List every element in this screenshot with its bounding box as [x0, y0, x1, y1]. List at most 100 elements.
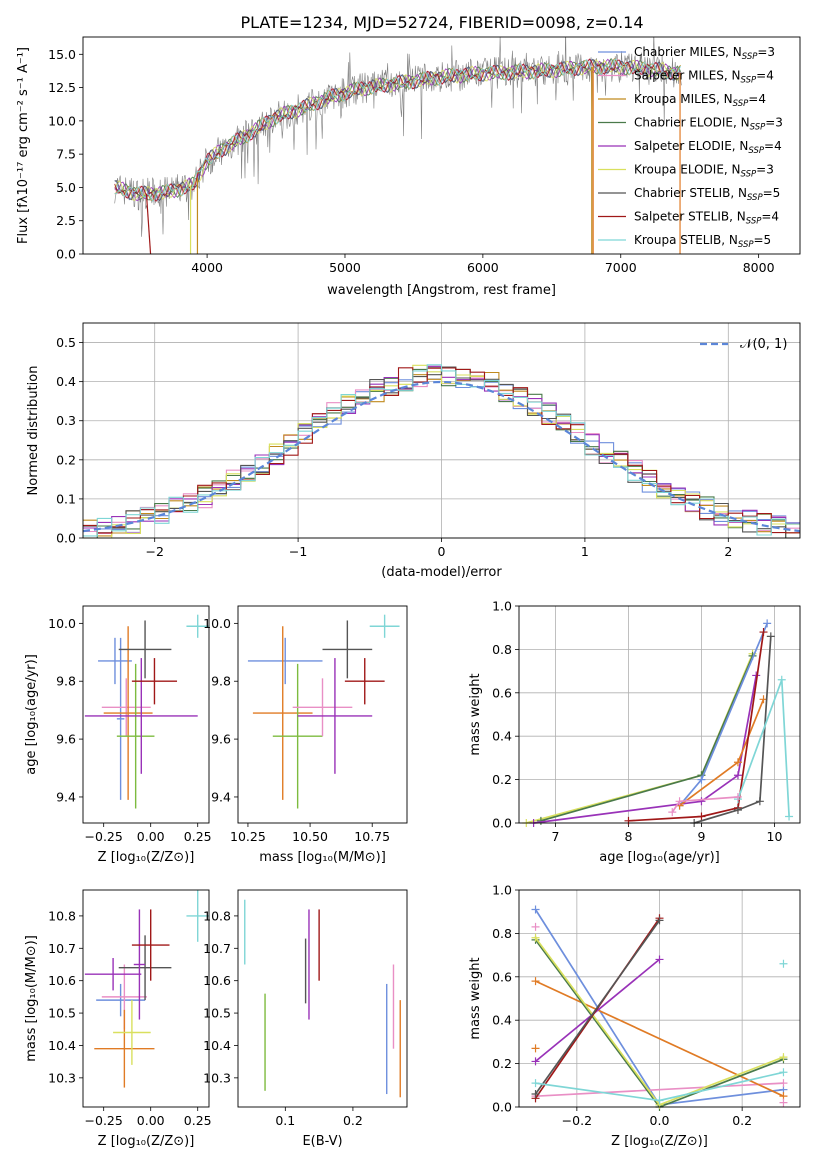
axes-frame — [82, 605, 210, 824]
x-axis-label: Z [log₁₀(Z/Z⊙)] — [98, 850, 195, 865]
x-tick-label: 2 — [724, 544, 732, 559]
panel-mass_vs_Z: −0.25 0.00 0.25 10.3 10.4 10.5 10.6 10.7 10.8 Z [… — [24, 889, 212, 1149]
axes-frame — [82, 889, 210, 1108]
x-tick-label: 0.1 — [275, 1113, 295, 1128]
chart-title: PLATE=1234, MJD=52724, FIBERID=0098, z=0… — [240, 13, 643, 32]
x-tick-label: −2 — [145, 544, 163, 559]
spectrum-lines — [114, 37, 682, 254]
y-axis-label: mass [log₁₀(M/M⊙)] — [24, 935, 39, 1062]
data-point-marker — [536, 816, 545, 825]
x-tick-label: 0.00 — [137, 829, 165, 844]
mass-weight-line — [533, 675, 758, 824]
panel-mass_vs_ebv: 0.1 0.2 10.3 10.4 10.5 10.6 10.7 10.8 E(B-V) — [203, 889, 408, 1149]
y-tick-label: 1.0 — [492, 883, 512, 898]
data-point-marker — [766, 632, 775, 641]
y-tick-label: 9.6 — [56, 732, 76, 747]
data-point-marker — [733, 758, 742, 767]
model-spectrum — [114, 58, 681, 202]
x-axis-label: wavelength [Angstrom, rest frame] — [327, 283, 556, 298]
y-tick-label: 1.0 — [492, 599, 512, 614]
model-spectrum — [114, 58, 681, 201]
panel-residuals: −2 −1 0 1 2 0.0 0.1 0.2 0.3 0.4 0.5 (data-model)/er… — [26, 322, 801, 580]
y-tick-label: 10.5 — [203, 1006, 231, 1021]
legend-label: Kroupa STELIB, NSSP=5 — [634, 233, 771, 250]
y-tick-label: 10.8 — [203, 908, 231, 923]
model-spectrum — [114, 58, 681, 202]
x-tick-label: −0.2 — [562, 1113, 592, 1128]
gaussian-curve — [82, 380, 801, 533]
data-point-marker — [755, 797, 764, 806]
x-axis-label: mass [log₁₀(M/M⊙)] — [259, 850, 386, 865]
y-axis-label: Normed distribution — [26, 366, 41, 496]
panel-mass_weight_vs_age: 7 8 9 10 0.0 0.2 0.4 0.6 0.8 1.0 age [log₁₀(age/yr… — [468, 599, 801, 865]
data-point-marker — [624, 816, 633, 825]
x-tick-label: 5000 — [329, 260, 361, 275]
x-tick-label: 8000 — [743, 260, 775, 275]
x-tick-label: −0.25 — [85, 1113, 123, 1128]
data-point-marker — [668, 808, 677, 817]
legend: Chabrier MILES, NSSP=3 Salpeter MILES, NS… — [598, 45, 783, 250]
mass-weight-line — [693, 636, 772, 824]
x-tick-label: 7000 — [605, 260, 637, 275]
mass-weight-line — [628, 631, 765, 822]
y-tick-label: 0.3 — [56, 413, 76, 428]
x-tick-label: 6000 — [467, 260, 499, 275]
data-point-marker — [655, 1096, 664, 1105]
legend-label: Chabrier STELIB, NSSP=5 — [634, 186, 780, 203]
y-tick-label: 9.8 — [56, 674, 76, 689]
mass-weight-line — [534, 958, 661, 1063]
y-axis-label: mass weight — [468, 957, 483, 1039]
y-tick-label: 10.3 — [48, 1070, 76, 1085]
axes-frame — [82, 322, 801, 539]
axes-frame — [237, 605, 408, 824]
y-tick-label: 5.0 — [56, 180, 76, 195]
x-axis-label: age [log₁₀(age/yr)] — [599, 850, 720, 865]
y-tick-label: 0.0 — [56, 531, 76, 546]
data-point-marker — [675, 797, 684, 806]
data-point-marker — [655, 916, 664, 925]
y-tick-label: 2.5 — [56, 213, 76, 228]
mass-weight-line — [534, 919, 661, 1095]
data-point-marker — [531, 933, 540, 942]
panel-age_vs_Z: −0.25 0.00 0.25 9.4 9.6 9.8 10.0 Z [log₁₀(Z/Z⊙)… — [24, 605, 212, 865]
y-tick-label: 0.4 — [492, 1013, 512, 1028]
y-tick-label: 10.6 — [203, 973, 231, 988]
x-tick-label: 8 — [625, 829, 633, 844]
y-axis-label: Flux [fλ10⁻¹⁷ erg cm⁻² s⁻¹ A⁻¹] — [16, 47, 31, 244]
data-point-marker — [531, 905, 540, 914]
y-tick-label: 0.0 — [492, 1100, 512, 1115]
histogram-series — [83, 364, 800, 539]
y-tick-label: 10.7 — [203, 941, 231, 956]
y-tick-label: 10.0 — [48, 113, 76, 128]
y-tick-label: 12.5 — [48, 80, 76, 95]
axes-frame — [237, 889, 408, 1108]
data-point-marker — [697, 775, 706, 784]
y-tick-label: 0.4 — [492, 729, 512, 744]
data-point-marker — [531, 1057, 540, 1066]
y-tick-label: 10.6 — [48, 973, 76, 988]
x-tick-label: 1 — [581, 544, 589, 559]
y-tick-label: 9.8 — [211, 674, 231, 689]
data-point-marker — [779, 1098, 788, 1107]
data-point-marker — [531, 977, 540, 986]
legend-label: Chabrier ELODIE, NSSP=3 — [634, 116, 783, 133]
data-point-marker — [779, 959, 788, 968]
data-point-marker — [531, 1089, 540, 1098]
legend-label: Kroupa MILES, NSSP=4 — [634, 92, 766, 109]
data-point-marker — [531, 922, 540, 931]
panel-age_vs_mass: 10.25 10.50 10.75 9.4 9.6 9.8 10.0 mass [log₁₀(… — [203, 605, 408, 865]
y-axis-label: mass weight — [468, 673, 483, 755]
x-tick-label: 0.0 — [650, 1113, 670, 1128]
x-tick-label: 0.2 — [343, 1113, 363, 1128]
y-tick-label: 0.6 — [492, 969, 512, 984]
histogram-series — [83, 364, 800, 537]
data-point-marker — [531, 1044, 540, 1053]
x-tick-label: 4000 — [191, 260, 223, 275]
y-tick-label: 7.5 — [56, 147, 76, 162]
mass-weight-line — [535, 1082, 784, 1098]
x-tick-label: 10.25 — [230, 829, 266, 844]
x-tick-label: 0 — [438, 544, 446, 559]
x-tick-label: 9 — [697, 829, 705, 844]
axes-frame — [518, 605, 801, 824]
